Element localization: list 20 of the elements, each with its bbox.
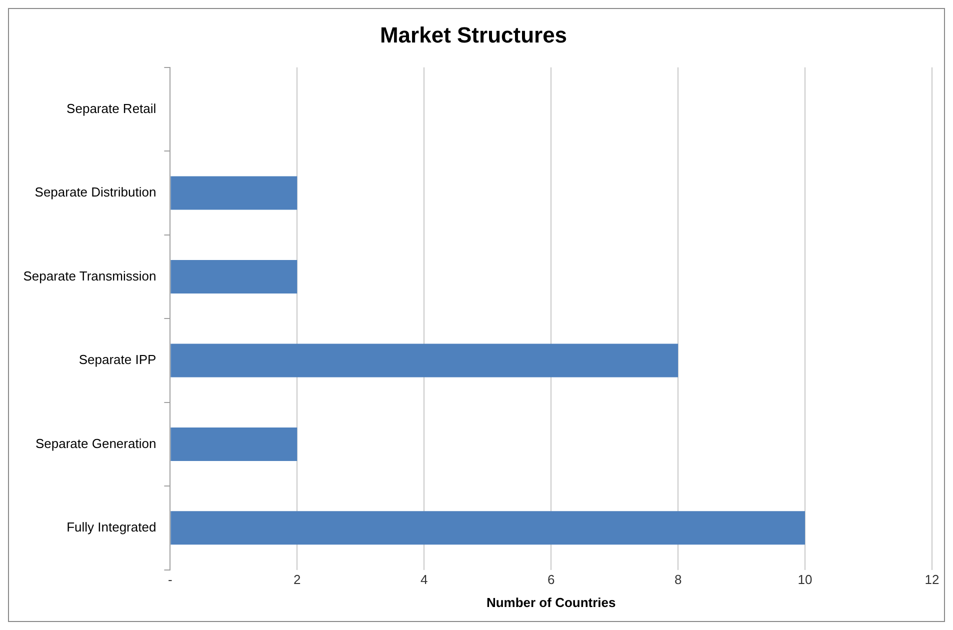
bar [170,344,678,378]
bar [170,176,298,210]
y-tick-label: Separate Transmission [23,268,156,284]
bar [170,511,806,545]
x-tick-label: 10 [798,572,812,588]
y-tick-label: Separate IPP [78,352,156,368]
y-tick-label: Separate Distribution [34,184,156,200]
x-tick-label: 8 [674,572,682,588]
x-tick-label: 2 [294,572,301,588]
chart-title: Market Structures [380,22,568,48]
y-tick-label: Separate Retail [66,100,156,116]
x-tick-label: 12 [924,572,940,588]
x-tick-label: 4 [420,572,428,588]
x-tick-label: - [168,572,172,588]
x-axis-title: Number of Countries [486,594,616,610]
y-tick-label: Fully Integrated [66,520,156,535]
y-tick-label: Separate Generation [35,436,156,451]
bar [170,427,298,461]
bar [170,260,298,294]
x-tick-label: 6 [547,572,555,588]
